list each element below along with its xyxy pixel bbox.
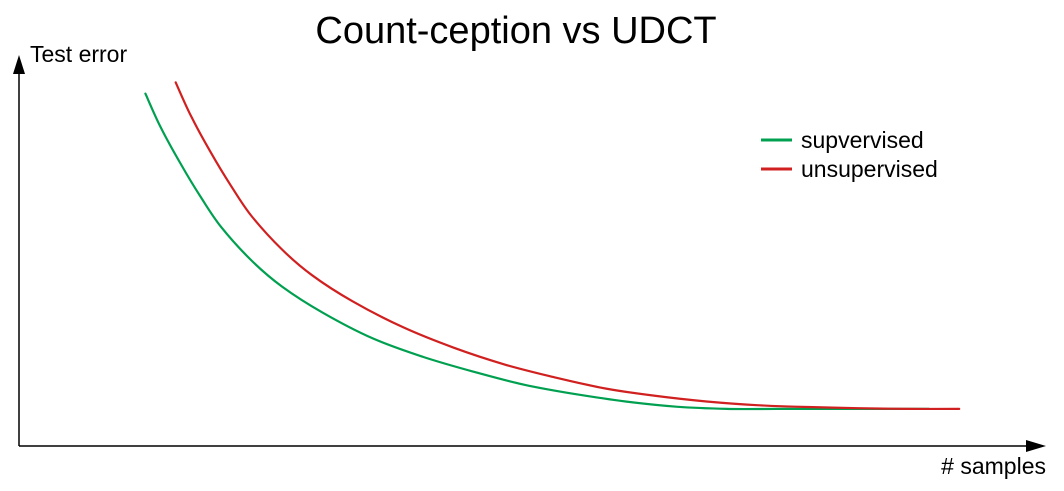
y-axis-arrowhead [13,55,25,74]
chart-title: Count-ception vs UDCT [315,10,716,52]
series-group [144,81,961,411]
x-axis-arrowhead [1026,440,1046,452]
series-line-unsupervised [174,81,961,411]
legend: supvervised unsupervised [761,127,938,182]
legend-label-supvervised: supvervised [801,127,924,153]
series-line-supvervised [144,92,930,411]
legend-label-unsupervised: unsupervised [801,156,938,182]
x-axis-label: # samples [941,453,1046,479]
y-axis-label: Test error [30,41,127,67]
axes [13,55,1046,452]
